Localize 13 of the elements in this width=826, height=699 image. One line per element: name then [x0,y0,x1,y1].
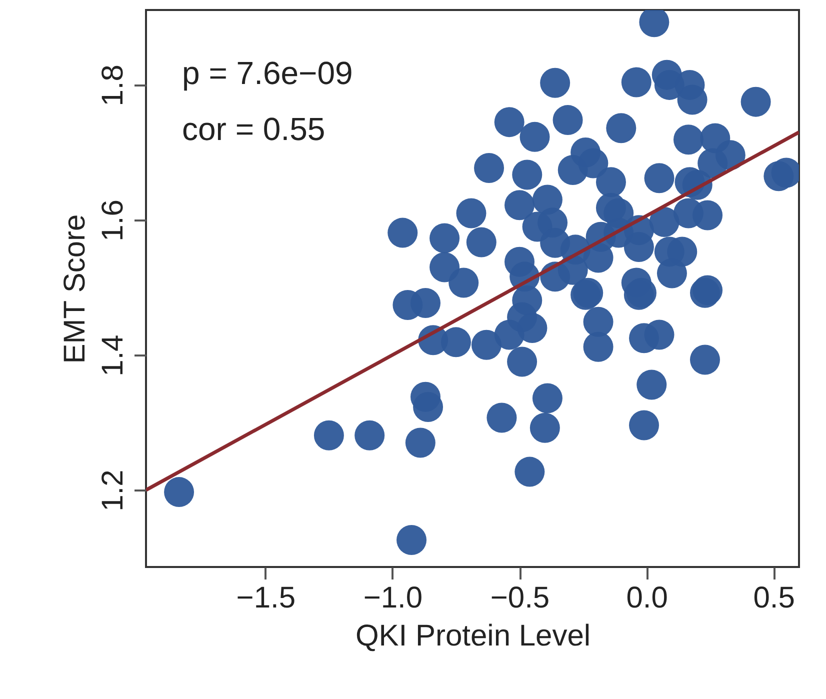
annotation: p = 7.6e−09 [182,55,353,91]
y-tick-label: 1.6 [96,200,130,242]
annotation: cor = 0.55 [182,111,326,147]
y-axis-title: EMT Score [58,214,92,364]
x-tick-label: 0.5 [753,582,795,614]
x-tick-label: −0.5 [490,582,550,614]
x-axis-title: QKI Protein Level [355,620,591,652]
x-tick-label: 0.0 [626,582,668,614]
y-tick-label: 1.8 [96,64,130,106]
y-tick-label: 1.4 [96,334,130,376]
x-tick-label: −1.0 [363,582,423,614]
y-tick-label: 1.2 [96,470,130,512]
x-tick-label: −1.5 [236,582,296,614]
